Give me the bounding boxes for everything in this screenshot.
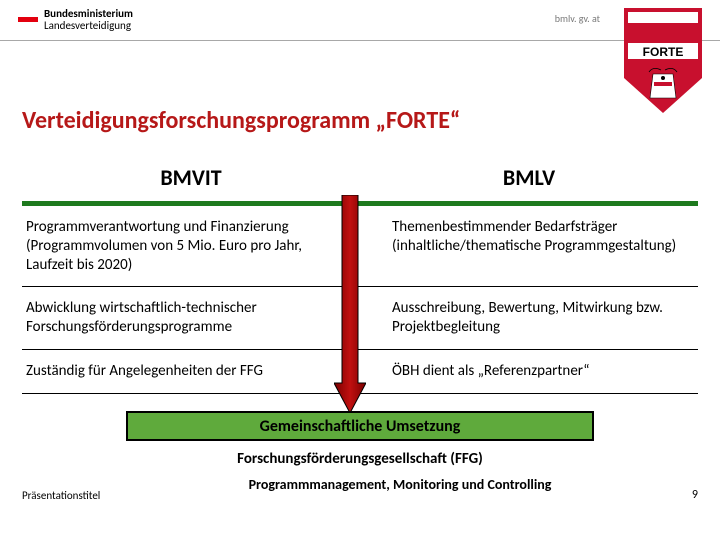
joint-implementation-box: Gemeinschaftliche Umsetzung (126, 411, 594, 441)
cell-left: Abwicklung wirtschaftlich-technischer Fo… (22, 287, 372, 349)
ministry-line2: Landesverteidigung (44, 20, 133, 32)
table-row: Programmverantwortung und Finanzierung (… (22, 206, 698, 287)
ministry-line1: Bundesministerium (44, 8, 133, 20)
cell-left: Programmverantwortung und Finanzierung (… (22, 206, 372, 286)
forte-logo: FORTE (624, 8, 702, 113)
cell-right: Themenbestimmender Bedarfsträger (inhalt… (372, 206, 698, 286)
col-header-bmlv: BMLV (360, 156, 698, 201)
austria-flag-icon (18, 17, 38, 22)
comparison-table: BMVIT BMLV Programmverantwortung und Fin… (22, 156, 698, 394)
page-number: 9 (692, 488, 698, 502)
slide-title: Verteidigungsforschungsprogramm „FORTE“ (22, 106, 460, 135)
mgmt-subtitle: Programmmanagement, Monitoring und Contr… (190, 476, 610, 493)
cell-left: Zuständig für Angelegenheiten der FFG (22, 350, 372, 393)
table-header-row: BMVIT BMLV (22, 156, 698, 201)
footer-presentation-title: Präsentationstitel (22, 489, 100, 502)
table-row: Abwicklung wirtschaftlich-technischer Fo… (22, 287, 698, 350)
cell-right: Ausschreibung, Bewertung, Mitwirkung bzw… (372, 287, 698, 349)
header-ministry: Bundesministerium Landesverteidigung (18, 8, 298, 31)
forte-logo-text: FORTE (643, 45, 684, 59)
slide-container: Bundesministerium Landesverteidigung bml… (0, 0, 720, 540)
header-divider (0, 40, 720, 41)
ministry-name: Bundesministerium Landesverteidigung (44, 8, 133, 31)
header-url: bmlv. gv. at (555, 12, 600, 25)
ffg-title: Forschungsförderungsgesellschaft (FFG) (0, 450, 720, 468)
cell-right: ÖBH dient als „Referenzpartner“ (372, 350, 698, 393)
table-row: Zuständig für Angelegenheiten der FFG ÖB… (22, 350, 698, 394)
forte-shield-icon: FORTE (624, 8, 702, 113)
col-header-bmvit: BMVIT (22, 156, 360, 201)
